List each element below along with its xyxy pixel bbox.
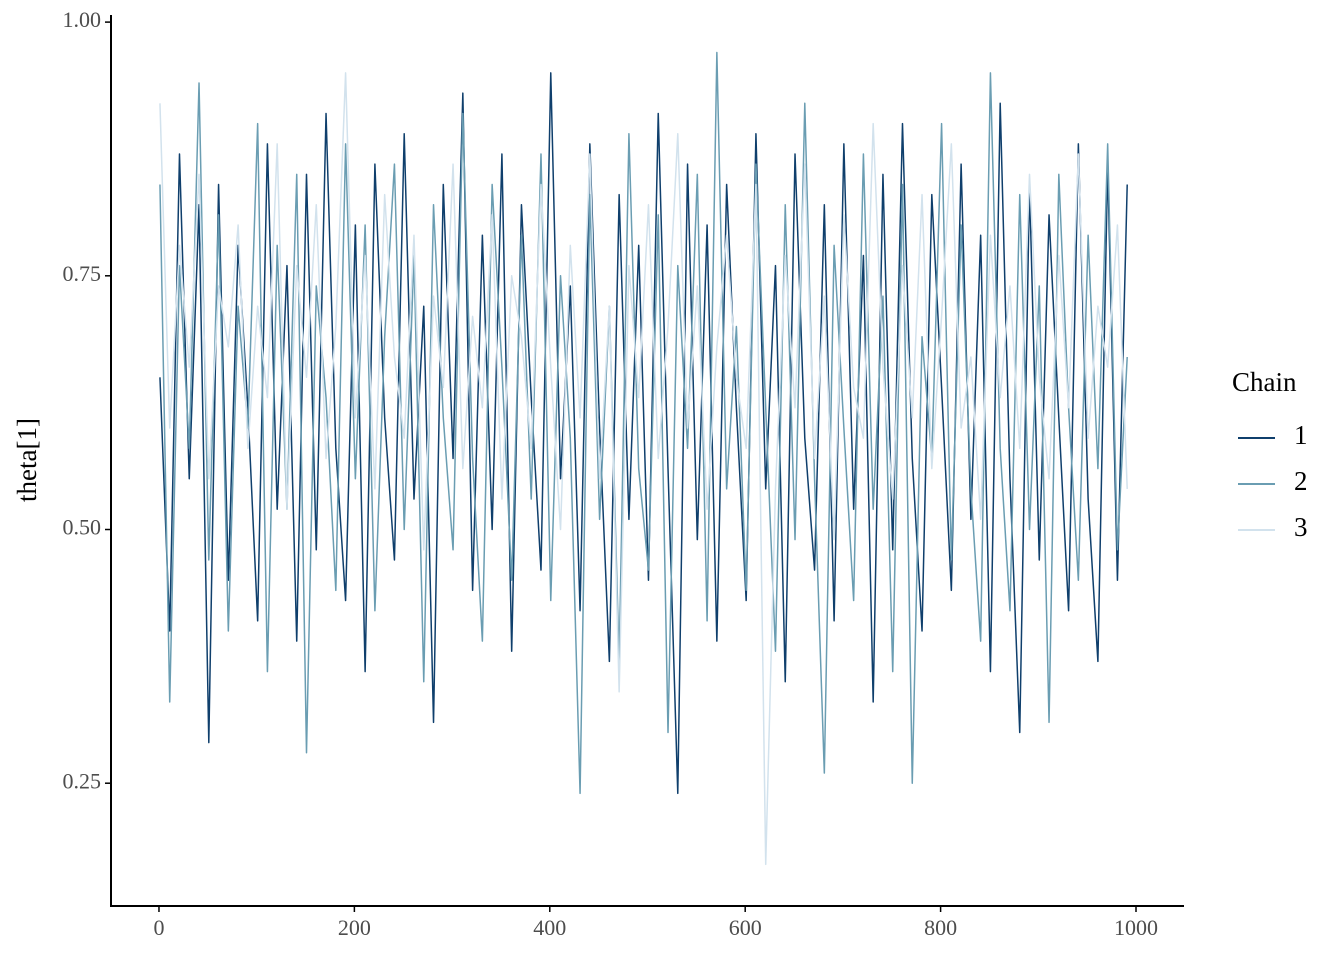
legend-title: Chain bbox=[1232, 367, 1297, 397]
x-tick-label: 800 bbox=[924, 915, 957, 940]
x-tick-label: 400 bbox=[533, 915, 566, 940]
x-tick-label: 0 bbox=[153, 915, 164, 940]
x-tick-label: 200 bbox=[338, 915, 371, 940]
y-tick-label: 0.25 bbox=[63, 768, 102, 793]
y-tick-label: 1.00 bbox=[63, 7, 102, 32]
y-tick-label: 0.50 bbox=[63, 515, 102, 540]
chain-line bbox=[159, 72, 1128, 866]
x-tick-label: 1000 bbox=[1114, 915, 1158, 940]
legend-label: 3 bbox=[1294, 512, 1308, 542]
y-tick-label: 0.75 bbox=[63, 261, 102, 286]
x-tick-label: 600 bbox=[729, 915, 762, 940]
legend-label: 2 bbox=[1294, 466, 1308, 496]
y-axis-title: theta[1] bbox=[12, 418, 42, 502]
legend-label: 1 bbox=[1294, 420, 1308, 450]
